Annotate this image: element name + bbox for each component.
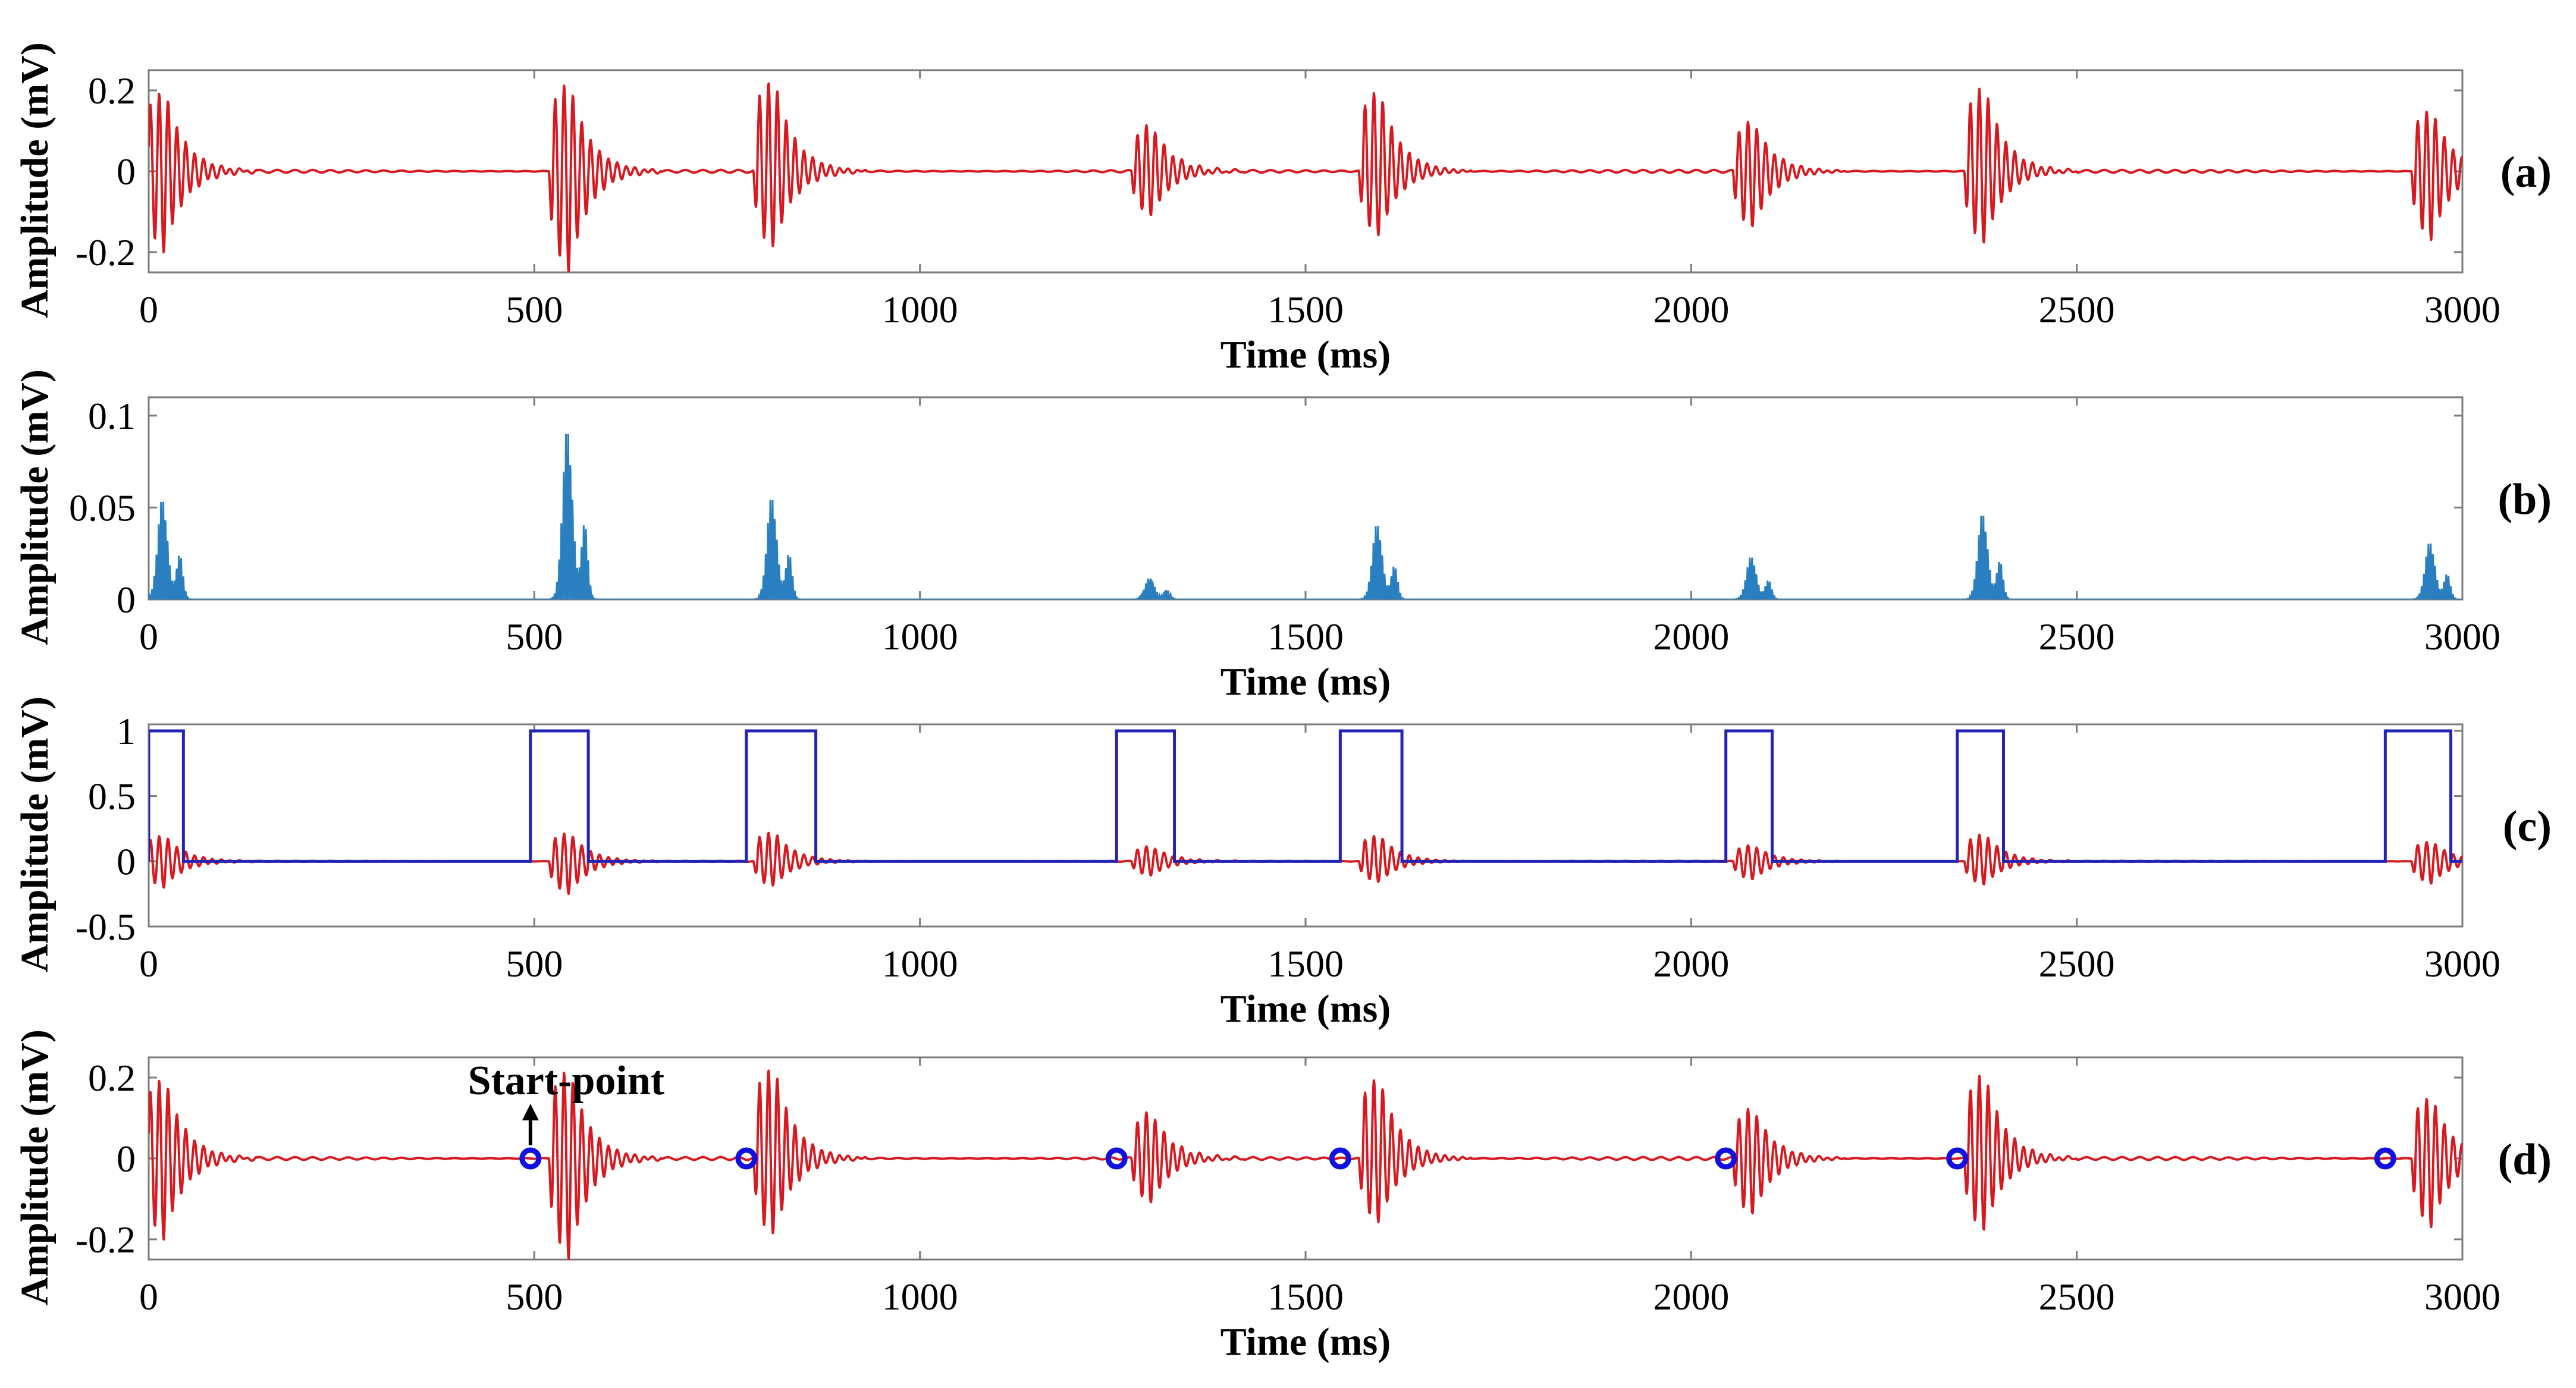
annotation-label: Start-point: [468, 1058, 665, 1104]
x-tick-label: 2500: [2039, 943, 2115, 985]
x-tick-label: 2000: [1653, 616, 1729, 658]
y-tick-label: 0.2: [88, 70, 136, 112]
start-point-marker: [519, 1147, 542, 1170]
x-tick-label: 0: [139, 943, 158, 985]
y-axis-label: Amplitude (mV): [13, 369, 57, 645]
x-axis-label: Time (ms): [1220, 987, 1391, 1031]
y-tick-label: 0: [117, 1138, 136, 1180]
y-tick-label: 0: [117, 579, 136, 621]
x-tick-label: 1500: [1267, 616, 1344, 658]
x-tick-label: 3000: [2424, 288, 2500, 331]
x-tick-label: 1500: [1267, 1276, 1344, 1318]
plot-area: [149, 729, 2462, 895]
start-point-marker: [1329, 1147, 1351, 1170]
y-tick-label: 0.1: [88, 395, 136, 437]
y-tick-label: 1: [117, 710, 136, 752]
x-tick-label: 2500: [2039, 288, 2115, 331]
panel-b: 0 500 1000 1500 2000 2500 3000 0.1 0.05 0 Time (ms…: [13, 369, 2552, 704]
plot-area: [149, 434, 2462, 599]
x-tick-label: 2500: [2039, 616, 2115, 658]
x-tick-label: 0: [139, 288, 158, 331]
x-tick-label: 1500: [1267, 288, 1344, 331]
x-tick-label: 1000: [882, 943, 958, 985]
y-tick-label: 0.05: [69, 486, 136, 529]
x-tick-label: 3000: [2424, 1276, 2500, 1318]
x-tick-label: 500: [506, 288, 563, 331]
x-tick-label: 3000: [2424, 943, 2500, 985]
x-axis-label: Time (ms): [1220, 333, 1391, 376]
x-tick-label: 3000: [2424, 616, 2500, 658]
y-axis-label: Amplitude (mV): [13, 1029, 57, 1305]
x-tick-label: 0: [139, 616, 158, 658]
y-axis-label: Amplitude (mV): [13, 42, 57, 318]
plot-frame: [148, 723, 2464, 928]
x-tick-label: 500: [506, 943, 563, 985]
start-point-marker: [735, 1147, 758, 1170]
x-tick-label: 1000: [882, 616, 958, 658]
y-tick-label: -0.2: [76, 231, 136, 274]
x-tick-label: 0: [139, 1276, 158, 1318]
x-tick-label: 2000: [1653, 943, 1729, 985]
signal-line: [149, 82, 2462, 272]
x-tick-label: 1500: [1267, 943, 1344, 985]
y-tick-label: 0: [117, 840, 136, 883]
plot-area: [149, 1069, 2462, 1260]
plot-frame: [148, 396, 2464, 601]
start-point-marker: [1105, 1147, 1128, 1170]
x-tick-label: 2500: [2039, 1276, 2115, 1318]
start-point-marker: [2374, 1147, 2396, 1170]
y-tick-label: 0.2: [88, 1057, 136, 1099]
panel-label: (c): [2503, 802, 2552, 851]
x-axis-label: Time (ms): [1220, 1320, 1391, 1364]
x-tick-label: 500: [506, 1276, 563, 1318]
start-point-marker: [1715, 1147, 1737, 1170]
y-axis-label: Amplitude (mV): [13, 696, 57, 972]
x-tick-label: 1000: [882, 1276, 958, 1318]
envelope-line: [149, 434, 2462, 599]
signal-line: [149, 831, 2462, 895]
x-tick-label: 2000: [1653, 1276, 1729, 1318]
y-tick-label: 0.5: [88, 775, 136, 818]
x-axis-label: Time (ms): [1220, 660, 1391, 704]
x-tick-label: 1000: [882, 288, 958, 331]
x-tick-label: 2000: [1653, 288, 1729, 331]
window-line: [149, 729, 2462, 863]
panel-label: (a): [2500, 148, 2552, 197]
panel-label: (d): [2498, 1135, 2552, 1184]
annotation-arrow-head: [522, 1104, 539, 1120]
plot-area: [149, 82, 2462, 272]
signal-line: [149, 1069, 2462, 1260]
panel-label: (b): [2498, 475, 2552, 524]
y-tick-label: -0.5: [76, 906, 136, 948]
y-tick-label: 0: [117, 150, 136, 193]
start-point-marker: [1946, 1147, 1969, 1170]
y-tick-label: -0.2: [76, 1219, 136, 1261]
x-tick-label: 500: [506, 616, 563, 658]
